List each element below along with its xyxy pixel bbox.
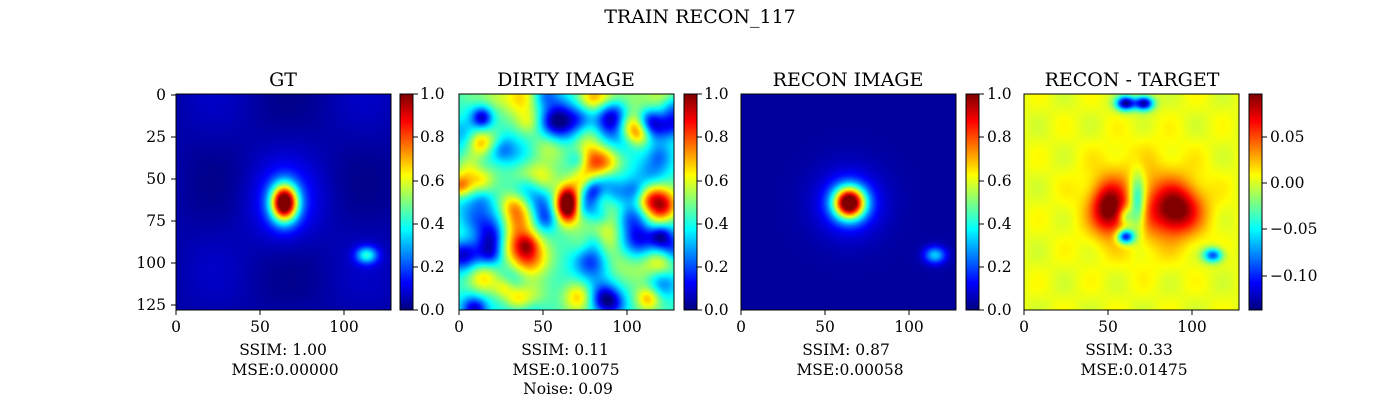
heatmap-image [1024, 94, 1239, 310]
colorbar-tick-label: 0.8 [987, 128, 1012, 146]
panel-recon-image: RECON IMAGE 0 50 100 0.0 0.2 0.4 0.6 0.8… [736, 69, 1012, 379]
colorbar-tick-label: 0.4 [704, 215, 729, 233]
colorbar-tick-label: 0.2 [704, 258, 729, 276]
y-tick-label: 75 [146, 212, 166, 230]
colorbar-frame [965, 93, 980, 311]
colorbar-tick-label: 1.0 [420, 85, 445, 103]
x-tick-label: 0 [454, 318, 464, 336]
mse-label: MSE:0.00058 [796, 361, 903, 379]
heatmap-image [741, 94, 956, 310]
ssim-label: SSIM: 0.11 [521, 341, 609, 359]
panel-title: RECON - TARGET [1045, 69, 1220, 91]
mse-label: MSE:0.00000 [231, 361, 338, 379]
panel-title: GT [269, 69, 297, 91]
x-tick-label: 100 [329, 318, 359, 336]
x-tick-label: 0 [736, 318, 746, 336]
y-tick-label: 50 [146, 170, 166, 188]
colorbar-tick-label: 0.2 [420, 258, 445, 276]
colorbar-tick-label: −0.05 [1270, 220, 1318, 238]
ssim-label: SSIM: 0.87 [802, 341, 890, 359]
ssim-label: SSIM: 0.33 [1085, 341, 1173, 359]
x-tick-label: 50 [1098, 318, 1118, 336]
colorbar-tick-label: 0.00 [1270, 174, 1305, 192]
plot-frame [740, 93, 957, 311]
x-tick-label: 100 [894, 318, 924, 336]
x-tick-label: 0 [1019, 318, 1029, 336]
noise-label: Noise: 0.09 [523, 380, 613, 398]
mse-label: MSE:0.10075 [512, 361, 619, 379]
colorbar-tick-label: 0.6 [704, 172, 729, 190]
plot-frame [1023, 93, 1240, 311]
colorbar [1249, 94, 1262, 310]
x-tick-label: 50 [533, 318, 553, 336]
colorbar-frame [1248, 93, 1263, 311]
y-tick-label: 100 [136, 254, 166, 272]
x-tick-label: 50 [250, 318, 270, 336]
colorbar-tick-label: 0.8 [420, 128, 445, 146]
colorbar-tick-label: 0.0 [704, 301, 729, 319]
x-tick-label: 50 [815, 318, 835, 336]
colorbar-frame [399, 93, 414, 311]
y-tick-label: 25 [146, 128, 166, 146]
mse-label: MSE:0.01475 [1080, 361, 1187, 379]
panel-gt: GT 0 50 100 0 25 50 75 100 125 0.0 0.2 0… [136, 69, 444, 379]
colorbar-tick-label: 0.4 [420, 215, 445, 233]
colorbar [684, 94, 697, 310]
x-tick-label: 100 [1177, 318, 1207, 336]
colorbar-frame [683, 93, 698, 311]
y-tick-label: 0 [156, 86, 166, 104]
plot-frame [175, 93, 392, 311]
colorbar-tick-label: 1.0 [704, 85, 729, 103]
colorbar-tick-label: 0.0 [420, 301, 445, 319]
colorbar [966, 94, 979, 310]
colorbar-tick-label: 0.05 [1270, 128, 1305, 146]
figure-suptitle: TRAIN RECON_117 [604, 6, 796, 28]
x-tick-label: 100 [612, 318, 642, 336]
plot-frame [458, 93, 675, 311]
colorbar-tick-label: 0.2 [987, 258, 1012, 276]
colorbar-tick-label: 0.8 [704, 128, 729, 146]
colorbar-tick-label: 1.0 [987, 85, 1012, 103]
panel-recon-minus-target: RECON - TARGET 0 50 100 −0.10 −0.05 0.00… [1019, 69, 1317, 379]
panel-title: RECON IMAGE [773, 69, 924, 91]
heatmap-image [176, 94, 391, 310]
heatmap-image [459, 94, 674, 310]
colorbar-tick-label: 0.0 [987, 301, 1012, 319]
panel-dirty-image: DIRTY IMAGE 0 50 100 0.0 0.2 0.4 0.6 0.8… [454, 69, 729, 398]
colorbar-tick-label: 0.6 [987, 172, 1012, 190]
colorbar-tick-label: 0.4 [987, 215, 1012, 233]
panel-title: DIRTY IMAGE [497, 69, 635, 91]
ssim-label: SSIM: 1.00 [239, 341, 327, 359]
y-tick-label: 125 [136, 296, 166, 314]
colorbar-tick-label: −0.10 [1270, 267, 1318, 285]
colorbar [400, 94, 413, 310]
colorbar-tick-label: 0.6 [420, 172, 445, 190]
x-tick-label: 0 [171, 318, 181, 336]
